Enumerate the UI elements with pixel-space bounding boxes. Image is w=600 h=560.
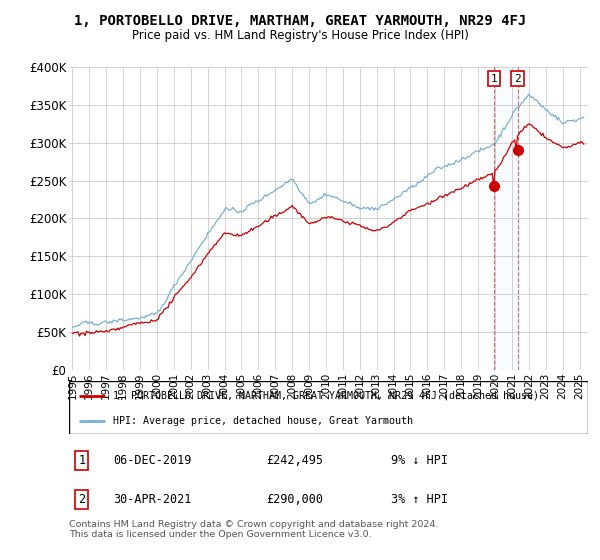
Bar xyxy=(494,67,518,370)
Text: 9% ↓ HPI: 9% ↓ HPI xyxy=(391,454,448,467)
Text: 1: 1 xyxy=(490,73,497,83)
Text: £290,000: £290,000 xyxy=(266,493,323,506)
Text: 2: 2 xyxy=(79,493,86,506)
Text: 1, PORTOBELLO DRIVE, MARTHAM, GREAT YARMOUTH, NR29 4FJ: 1, PORTOBELLO DRIVE, MARTHAM, GREAT YARM… xyxy=(74,14,526,28)
Text: 3% ↑ HPI: 3% ↑ HPI xyxy=(391,493,448,506)
Text: £242,495: £242,495 xyxy=(266,454,323,467)
Text: Price paid vs. HM Land Registry's House Price Index (HPI): Price paid vs. HM Land Registry's House … xyxy=(131,29,469,42)
Text: 06-DEC-2019: 06-DEC-2019 xyxy=(113,454,191,467)
Text: HPI: Average price, detached house, Great Yarmouth: HPI: Average price, detached house, Grea… xyxy=(113,416,413,426)
Text: 2: 2 xyxy=(514,73,521,83)
Text: 1: 1 xyxy=(79,454,86,467)
Text: 30-APR-2021: 30-APR-2021 xyxy=(113,493,191,506)
Text: 1, PORTOBELLO DRIVE, MARTHAM, GREAT YARMOUTH, NR29 4FJ (detached house): 1, PORTOBELLO DRIVE, MARTHAM, GREAT YARM… xyxy=(113,391,539,401)
Text: Contains HM Land Registry data © Crown copyright and database right 2024.
This d: Contains HM Land Registry data © Crown c… xyxy=(69,520,439,539)
